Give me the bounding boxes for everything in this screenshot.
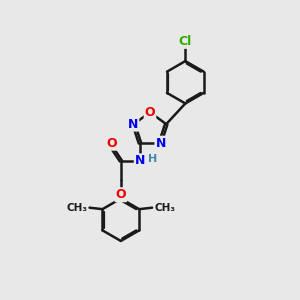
Text: CH₃: CH₃ bbox=[66, 203, 87, 213]
Text: CH₃: CH₃ bbox=[154, 203, 176, 213]
Text: N: N bbox=[128, 118, 138, 130]
Text: N: N bbox=[135, 154, 145, 167]
Text: H: H bbox=[148, 154, 158, 164]
Text: O: O bbox=[107, 137, 117, 150]
Text: N: N bbox=[155, 137, 166, 150]
Text: Cl: Cl bbox=[179, 35, 192, 48]
Text: O: O bbox=[145, 106, 155, 119]
Text: O: O bbox=[116, 188, 126, 201]
